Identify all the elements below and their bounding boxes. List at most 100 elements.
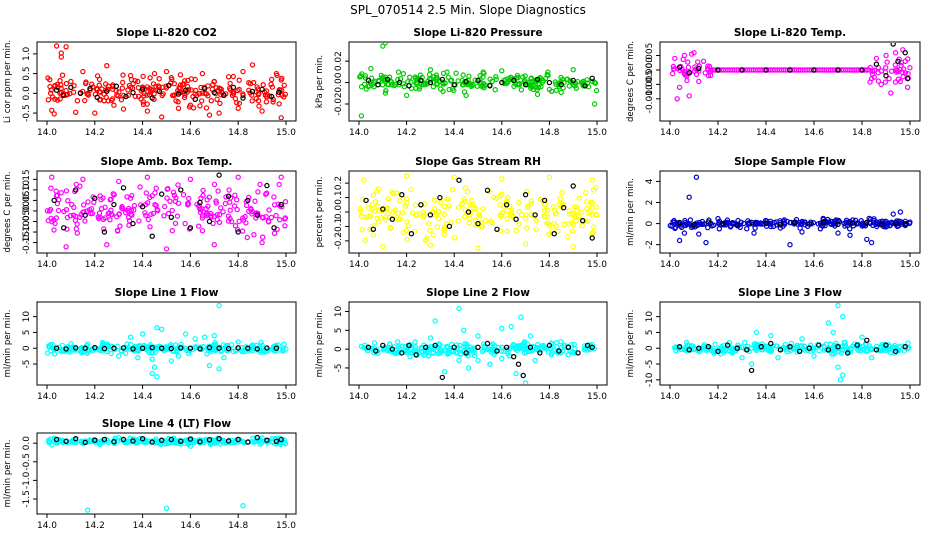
data-point	[534, 91, 541, 98]
x-tick-label: 15.0	[587, 392, 607, 402]
data-point	[104, 241, 110, 248]
data-point	[185, 195, 192, 202]
reference-point	[556, 348, 562, 354]
data-point	[80, 176, 86, 182]
data-point	[149, 193, 155, 199]
reference-point	[158, 437, 165, 443]
reference-point	[475, 220, 481, 227]
y-tick-label: -10	[645, 372, 655, 387]
reference-point	[113, 83, 120, 89]
data-point	[696, 63, 703, 69]
reference-point	[206, 218, 213, 225]
data-point	[897, 78, 904, 85]
data-point	[254, 84, 260, 90]
reference-point	[763, 67, 769, 73]
data-point	[800, 345, 806, 352]
data-point	[434, 80, 440, 86]
y-axis-label: Li cor ppm per min.	[3, 40, 13, 123]
data-point	[443, 343, 450, 350]
data-point	[88, 81, 95, 87]
data-point	[770, 223, 777, 230]
reference-point	[406, 83, 412, 89]
reference-point	[384, 76, 391, 83]
data-point	[432, 318, 438, 324]
reference-point	[72, 345, 79, 351]
data-point	[523, 212, 529, 218]
reference-point	[276, 89, 282, 95]
data-point	[208, 214, 214, 220]
y-axis-label: ml/min per min.	[626, 178, 636, 246]
reference-point	[811, 67, 817, 73]
x-tick-label: 14.4	[133, 260, 153, 270]
data-point	[63, 244, 69, 250]
data-point	[518, 87, 525, 93]
data-point	[362, 237, 368, 243]
data-point	[755, 344, 762, 351]
y-tick-label: 10	[645, 311, 655, 323]
data-point	[441, 211, 447, 218]
data-point	[54, 97, 61, 103]
data-point	[499, 191, 505, 197]
data-point	[482, 217, 489, 224]
data-point	[372, 198, 379, 205]
reference-point	[111, 345, 117, 351]
data-point	[172, 198, 179, 204]
data-point	[165, 344, 171, 351]
data-point	[816, 347, 822, 354]
reference-point	[883, 342, 889, 348]
reference-point	[201, 85, 208, 92]
data-point	[589, 341, 595, 348]
data-point	[375, 203, 381, 209]
data-point	[158, 326, 165, 332]
data-point	[130, 80, 136, 87]
data-point	[96, 82, 103, 88]
reference-point	[748, 219, 755, 226]
data-point	[273, 70, 280, 77]
data-point	[427, 335, 434, 341]
panel-title: Slope Li-820 Temp.	[734, 27, 846, 39]
data-point	[74, 97, 81, 104]
data-point	[231, 203, 238, 209]
data-point	[472, 77, 478, 83]
reference-point	[854, 342, 860, 348]
x-tick-label: 15.0	[900, 260, 920, 270]
data-point	[684, 342, 691, 348]
data-point	[277, 216, 283, 223]
data-point	[871, 216, 877, 222]
data-point	[479, 223, 485, 230]
data-point	[890, 211, 896, 217]
data-point	[45, 97, 52, 103]
data-point	[703, 239, 709, 246]
data-point	[864, 236, 870, 243]
plot-area	[667, 174, 913, 248]
reference-point	[475, 77, 481, 84]
data-point	[239, 438, 246, 444]
reference-point	[365, 77, 372, 84]
data-point	[187, 176, 194, 182]
data-point	[265, 218, 272, 224]
data-point	[408, 350, 414, 356]
data-point	[221, 355, 227, 361]
data-point	[213, 84, 219, 91]
data-point	[383, 87, 389, 94]
reference-point	[104, 88, 110, 95]
reference-point	[864, 219, 870, 226]
data-point	[358, 73, 364, 79]
data-point	[499, 176, 505, 182]
data-point	[282, 215, 289, 221]
data-point	[232, 348, 239, 354]
data-point	[143, 346, 149, 352]
data-point	[546, 222, 552, 228]
x-tick-label: 14.8	[228, 128, 248, 138]
data-point	[897, 209, 904, 215]
data-point	[211, 332, 217, 339]
reference-point	[51, 197, 57, 204]
data-point	[47, 76, 53, 83]
data-point	[127, 195, 134, 201]
x-tick-label: 14.0	[660, 392, 680, 402]
data-point	[125, 87, 131, 93]
data-point	[394, 339, 401, 345]
data-point	[357, 205, 363, 212]
data-point	[135, 355, 141, 361]
data-point	[582, 218, 589, 224]
